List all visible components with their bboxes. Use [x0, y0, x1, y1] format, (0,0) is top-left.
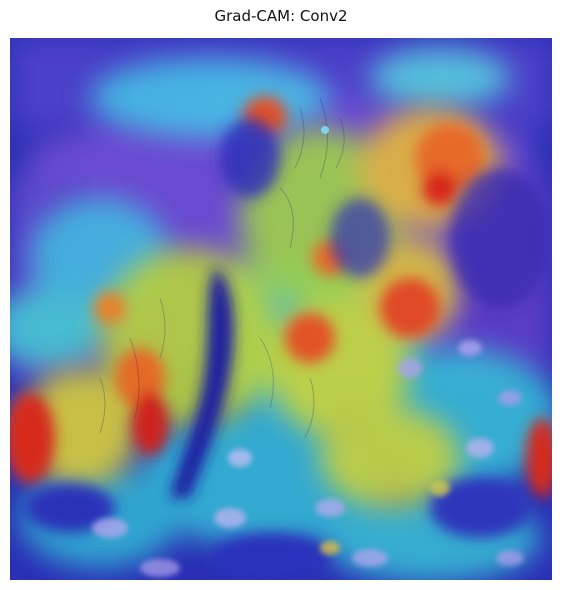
gradcam-overlay-svg: [10, 38, 552, 580]
hotspot-regions: [10, 96, 552, 498]
dog-eye-highlight: [321, 126, 329, 134]
blanket-pattern: [92, 340, 524, 577]
fur-texture: [99, 97, 345, 439]
gradcam-heatmap-image: [10, 38, 552, 580]
shadow-regions: [25, 118, 550, 580]
figure-title: Grad-CAM: Conv2: [214, 7, 348, 25]
